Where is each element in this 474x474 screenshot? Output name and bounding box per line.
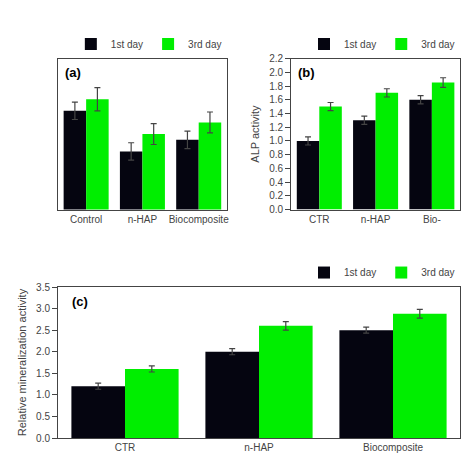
- svg-text:(a): (a): [65, 65, 81, 80]
- svg-text:0.5: 0.5: [36, 411, 50, 422]
- svg-text:ALP activity: ALP activity: [249, 105, 261, 163]
- svg-text:0.6: 0.6: [269, 163, 283, 174]
- svg-text:1.5: 1.5: [36, 368, 50, 379]
- svg-text:1st day: 1st day: [344, 39, 376, 50]
- svg-text:CTR: CTR: [309, 214, 330, 225]
- svg-text:2.5: 2.5: [36, 325, 50, 336]
- svg-text:2.0: 2.0: [269, 67, 283, 78]
- svg-text:1.0: 1.0: [36, 389, 50, 400]
- svg-text:0.4: 0.4: [269, 177, 283, 188]
- svg-text:1st day: 1st day: [111, 39, 143, 50]
- svg-text:3rd day: 3rd day: [421, 267, 454, 278]
- svg-text:1.4: 1.4: [269, 108, 283, 119]
- svg-text:n-HAP: n-HAP: [361, 214, 391, 225]
- svg-text:(c): (c): [72, 294, 88, 309]
- svg-text:3.5: 3.5: [36, 282, 50, 293]
- svg-text:1.8: 1.8: [269, 81, 283, 92]
- svg-text:n-HAP: n-HAP: [244, 442, 274, 453]
- svg-text:n-HAP: n-HAP: [128, 214, 158, 225]
- svg-text:1.6: 1.6: [269, 94, 283, 105]
- svg-text:3rd day: 3rd day: [421, 39, 454, 50]
- svg-text:1.0: 1.0: [269, 135, 283, 146]
- svg-text:3.0: 3.0: [36, 303, 50, 314]
- svg-text:Biocomposite: Biocomposite: [363, 442, 423, 453]
- svg-text:0.8: 0.8: [269, 149, 283, 160]
- svg-text:Control: Control: [70, 214, 102, 225]
- svg-text:CTR: CTR: [115, 442, 136, 453]
- svg-text:1.2: 1.2: [269, 122, 283, 133]
- svg-text:0.0: 0.0: [269, 204, 283, 215]
- svg-text:2.0: 2.0: [36, 346, 50, 357]
- svg-text:Relative mineralization activi: Relative mineralization activity: [16, 288, 28, 436]
- svg-text:(b): (b): [298, 65, 315, 80]
- svg-text:2.2: 2.2: [269, 53, 283, 64]
- svg-text:Bio-: Bio-: [423, 214, 441, 225]
- svg-text:0.0: 0.0: [36, 433, 50, 444]
- svg-text:1st day: 1st day: [344, 267, 376, 278]
- svg-text:0.2: 0.2: [269, 190, 283, 201]
- svg-text:Biocomposite: Biocomposite: [169, 214, 229, 225]
- svg-text:3rd day: 3rd day: [188, 39, 221, 50]
